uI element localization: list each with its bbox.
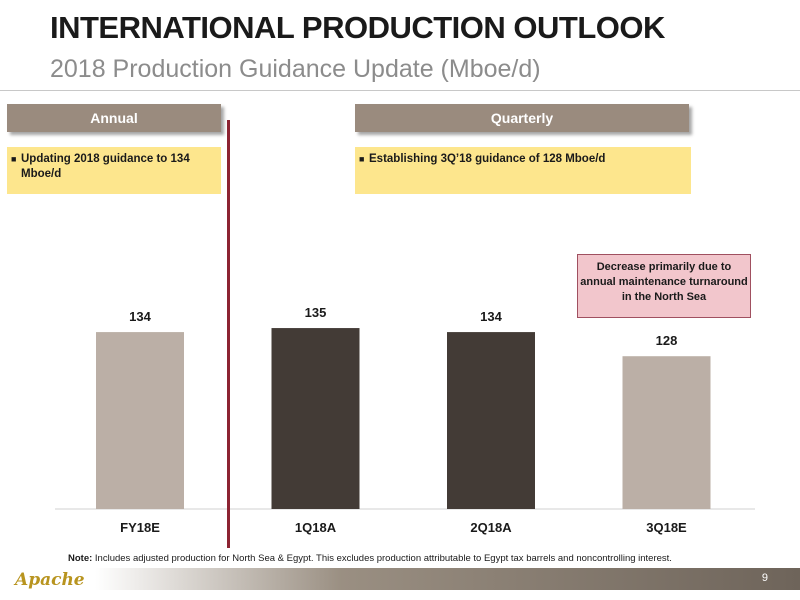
data-label-fy18e: 134: [129, 309, 151, 324]
bar-2q18a: [447, 332, 535, 509]
annual-guidance-note: ■ Updating 2018 guidance to 134 Mboe/d: [7, 147, 221, 194]
x-tick-label-3q18e: 3Q18E: [646, 520, 687, 535]
annual-quarterly-divider: [227, 120, 230, 548]
quarterly-guidance-note: ■ Establishing 3Q’18 guidance of 128 Mbo…: [355, 147, 691, 194]
production-bar-chart: 134 FY18E 135 1Q18A 134 2Q18A 128 3Q18E: [55, 305, 755, 535]
x-tick-label-1q18a: 1Q18A: [295, 520, 337, 535]
bar-1q18a: [271, 328, 360, 509]
annual-section-header: Annual: [7, 104, 221, 132]
bar-fy18e: [96, 332, 184, 509]
data-label-2q18a: 134: [480, 309, 502, 324]
annual-guidance-text: Updating 2018 guidance to 134 Mboe/d: [21, 153, 190, 180]
title-divider: [0, 90, 800, 91]
footnote-prefix: Note:: [68, 553, 93, 564]
quarterly-guidance-text: Establishing 3Q’18 guidance of 128 Mboe/…: [369, 153, 606, 165]
bullet-icon: ■: [359, 154, 365, 164]
north-sea-callout: Decrease primarily due to annual mainten…: [577, 254, 751, 318]
bar-3q18e: [622, 356, 711, 509]
bullet-icon: ■: [11, 154, 17, 164]
apache-logo: Apache: [15, 570, 85, 590]
page-title: INTERNATIONAL PRODUCTION OUTLOOK: [50, 10, 665, 45]
footnote: Note: Includes adjusted production for N…: [68, 553, 672, 564]
x-tick-label-2q18a: 2Q18A: [470, 520, 512, 535]
x-tick-label-fy18e: FY18E: [120, 520, 160, 535]
data-label-1q18a: 135: [305, 305, 327, 320]
data-label-3q18e: 128: [656, 333, 678, 348]
quarterly-section-header: Quarterly: [355, 104, 689, 132]
page-subtitle: 2018 Production Guidance Update (Mboe/d): [50, 55, 541, 83]
page-number: 9: [761, 572, 768, 584]
footer-band: [95, 568, 800, 590]
footnote-text: Includes adjusted production for North S…: [94, 553, 672, 564]
